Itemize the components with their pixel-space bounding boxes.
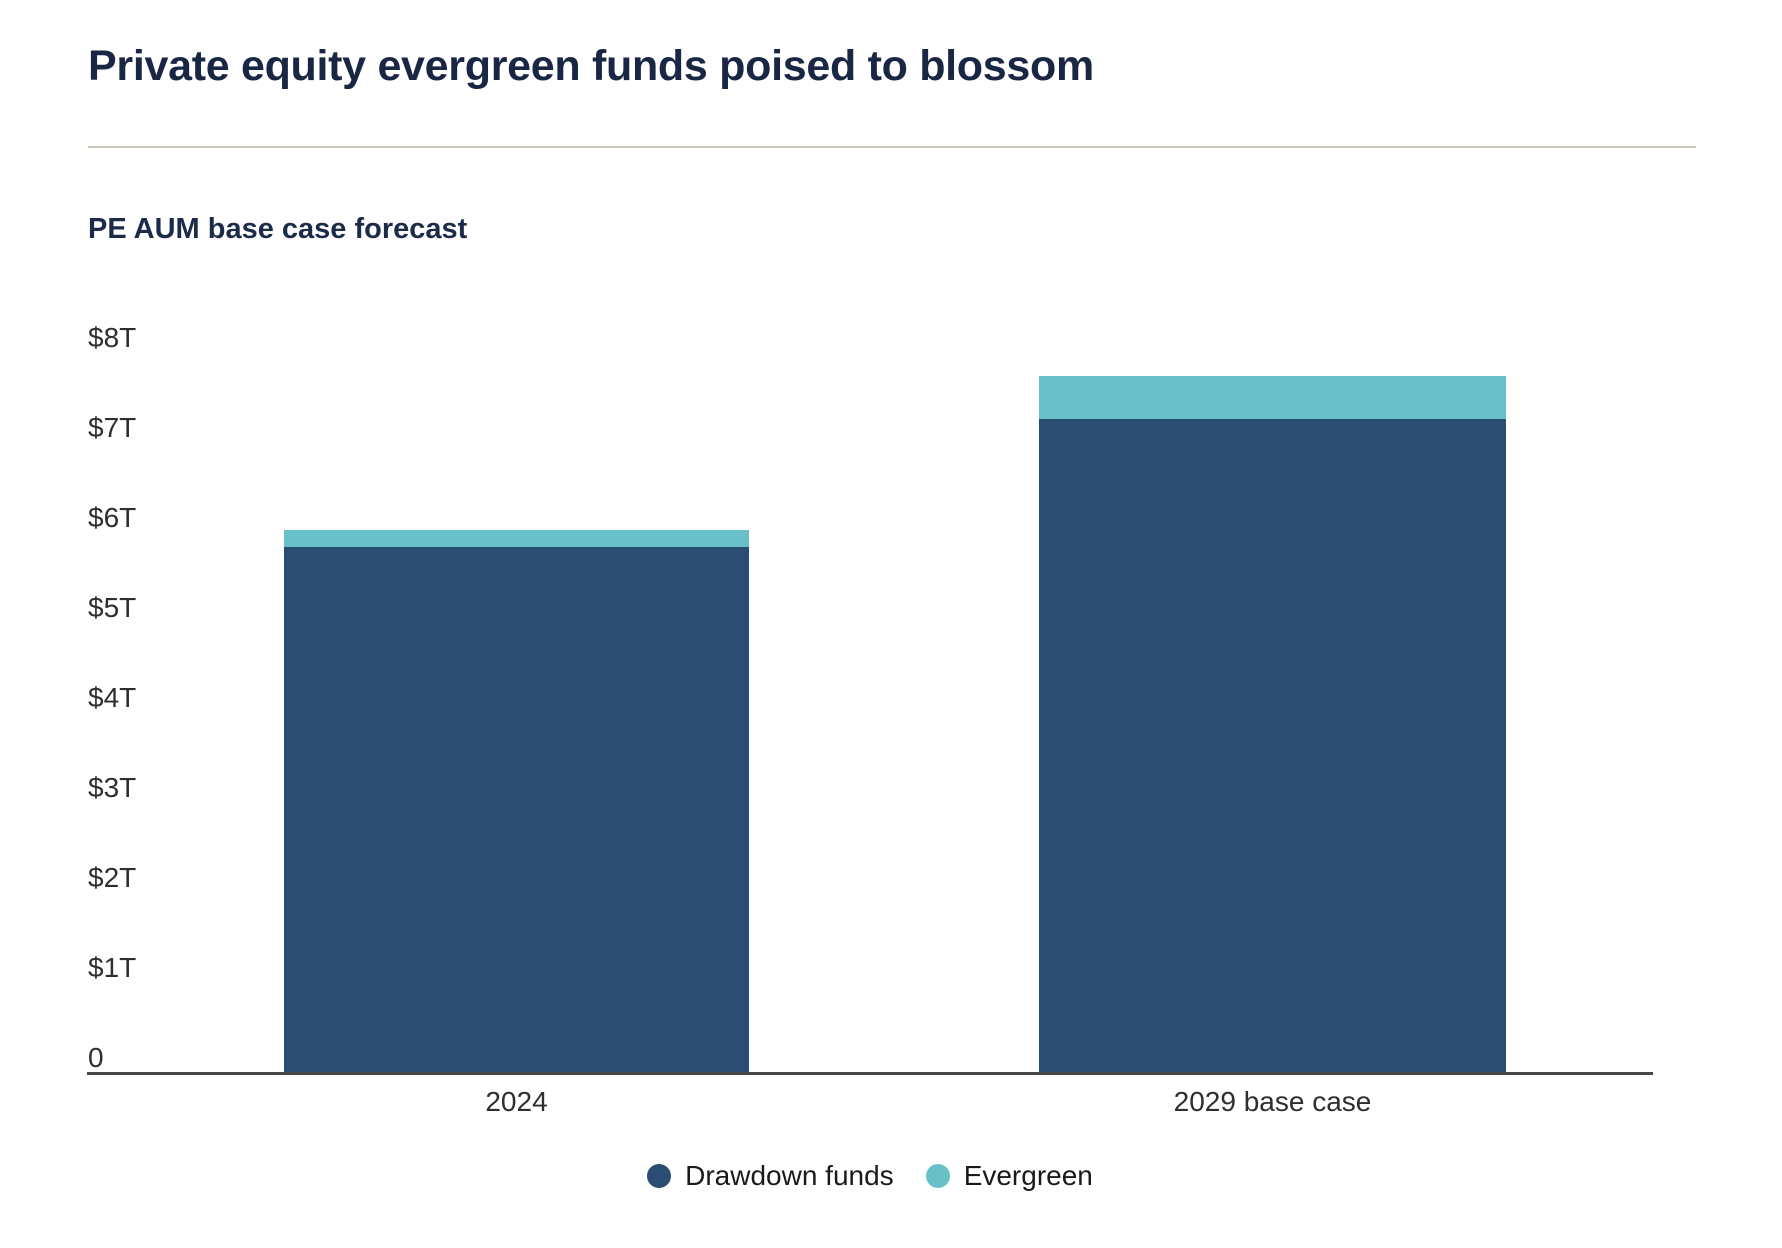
bar-segment-evergreen-2024 — [284, 530, 749, 547]
y-tick-label-5: $5T — [88, 592, 137, 623]
legend-swatch-evergreen-icon — [925, 1164, 950, 1188]
page-title: Private equity evergreen funds poised to… — [88, 42, 1094, 90]
legend-swatch-drawdown-funds-icon — [647, 1164, 672, 1188]
bar-segment-drawdown-funds-2029-base-case — [1039, 419, 1506, 1072]
legend-item-evergreen: Evergreen — [925, 1160, 1093, 1192]
y-tick-label-8: $8T — [88, 322, 137, 353]
x-axis-line — [87, 1072, 1653, 1075]
x-axis-label-0: 2024 — [485, 1086, 548, 1117]
y-tick-label-3: $3T — [88, 772, 137, 803]
y-tick-label-7: $7T — [88, 412, 137, 443]
chart-title: PE AUM base case forecast — [88, 213, 468, 245]
y-tick-label-0: 0 — [88, 1042, 104, 1073]
title-divider — [88, 146, 1696, 148]
bar-segment-evergreen-2029-base-case — [1039, 376, 1506, 419]
y-tick-label-1: $1T — [88, 952, 137, 983]
bar-segment-drawdown-funds-2024 — [284, 547, 749, 1072]
x-axis-label-1: 2029 base case — [1173, 1086, 1372, 1117]
y-tick-label-6: $6T — [88, 502, 137, 533]
legend-label-drawdown-funds: Drawdown funds — [685, 1160, 894, 1191]
y-tick-label-2: $2T — [88, 862, 137, 893]
y-tick-label-4: $4T — [88, 682, 137, 713]
legend-label-evergreen: Evergreen — [963, 1160, 1093, 1191]
legend-item-drawdown-funds: Drawdown funds — [647, 1160, 894, 1192]
chart-legend: Drawdown funds Evergreen — [87, 1156, 1653, 1196]
